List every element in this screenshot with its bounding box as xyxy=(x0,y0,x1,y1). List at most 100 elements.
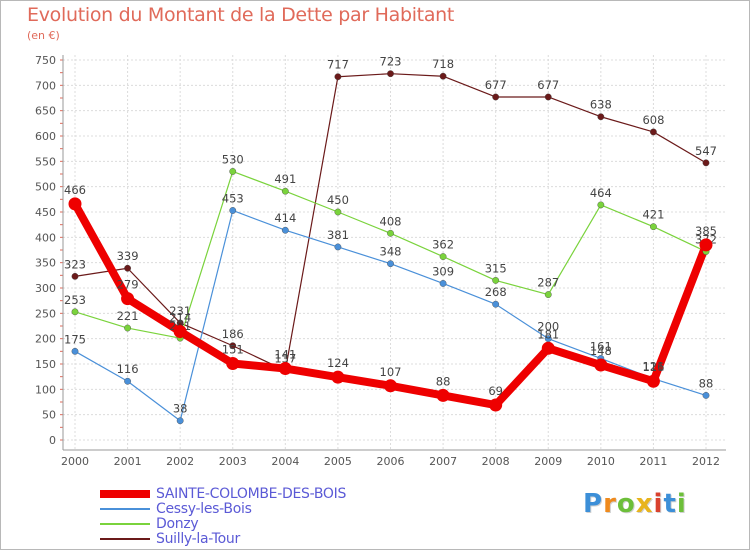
legend-item-suilly-la-tour: Suilly-la-Tour xyxy=(100,530,346,547)
data-point-sainte-colombe-des-bois xyxy=(121,292,135,306)
logo-letter: i xyxy=(676,489,687,519)
x-tick-label: 2001 xyxy=(114,455,142,468)
chart-legend: SAINTE-COLOMBE-DES-BOIS Cessy-les-Bois Don… xyxy=(100,485,347,547)
data-point-donzy xyxy=(229,168,237,175)
legend-swatch xyxy=(100,537,150,540)
data-label-sainte-colombe-des-bois: 214 xyxy=(169,311,191,325)
data-point-donzy xyxy=(334,208,342,216)
data-label-donzy: 221 xyxy=(117,309,139,323)
data-point-donzy xyxy=(492,276,500,284)
data-point-cessy-les-bois xyxy=(334,243,342,251)
data-point-donzy xyxy=(124,324,131,332)
data-label-cessy-les-bois: 453 xyxy=(222,191,244,205)
data-label-suilly-la-tour: 608 xyxy=(642,113,664,127)
data-label-sainte-colombe-des-bois: 279 xyxy=(117,278,139,292)
data-label-cessy-les-bois: 121 xyxy=(642,360,664,374)
data-label-suilly-la-tour: 638 xyxy=(590,98,612,112)
logo-letter: t xyxy=(663,489,677,519)
legend-label: Cessy-les-Bois xyxy=(156,500,252,517)
data-point-suilly-la-tour xyxy=(387,70,394,78)
data-point-sainte-colombe-des-bois xyxy=(699,238,713,252)
data-label-suilly-la-tour: 339 xyxy=(117,249,139,263)
y-tick-label: 550 xyxy=(35,155,56,168)
data-label-donzy: 253 xyxy=(64,293,86,307)
data-point-cessy-les-bois xyxy=(281,226,289,234)
y-tick-label: 450 xyxy=(35,206,56,219)
data-point-sainte-colombe-des-bois xyxy=(594,358,608,372)
data-point-donzy xyxy=(544,291,552,298)
y-tick-label: 50 xyxy=(42,409,56,422)
data-point-suilly-la-tour xyxy=(650,128,657,136)
data-point-sainte-colombe-des-bois xyxy=(384,379,397,393)
data-label-donzy: 362 xyxy=(432,238,454,252)
y-tick-label: 0 xyxy=(49,434,56,447)
data-point-cessy-les-bois xyxy=(439,280,447,287)
legend-item-sainte-colombe-des-bois: SAINTE-COLOMBE-DES-BOIS xyxy=(100,485,347,502)
logo-letter: i xyxy=(653,489,664,519)
data-label-suilly-la-tour: 186 xyxy=(222,327,244,341)
data-label-donzy: 421 xyxy=(642,208,664,222)
logo-letter: P xyxy=(583,489,604,519)
data-point-donzy xyxy=(281,187,289,195)
data-point-sainte-colombe-des-bois xyxy=(436,388,450,402)
data-label-cessy-les-bois: 161 xyxy=(590,339,612,353)
data-label-suilly-la-tour: 323 xyxy=(64,257,86,271)
data-label-suilly-la-tour: 718 xyxy=(432,57,454,71)
legend-label: Donzy xyxy=(156,515,199,532)
data-point-sainte-colombe-des-bois xyxy=(331,370,345,384)
legend-swatch xyxy=(100,507,150,510)
data-point-cessy-les-bois xyxy=(229,207,237,214)
data-label-suilly-la-tour: 677 xyxy=(537,78,559,92)
data-point-sainte-colombe-des-bois xyxy=(541,341,555,355)
legend-label: SAINTE-COLOMBE-DES-BOIS xyxy=(156,485,347,502)
data-point-sainte-colombe-des-bois xyxy=(173,325,187,339)
chart-title: Evolution du Montant de la Dette par Hab… xyxy=(27,4,455,26)
data-label-suilly-la-tour: 723 xyxy=(380,55,402,69)
legend-swatch xyxy=(100,522,150,525)
data-label-donzy: 287 xyxy=(537,276,559,290)
data-point-cessy-les-bois xyxy=(124,377,131,385)
data-point-donzy xyxy=(439,253,447,260)
data-point-suilly-la-tour xyxy=(71,272,79,280)
x-tick-label: 2009 xyxy=(534,455,562,468)
data-label-donzy: 408 xyxy=(380,214,402,228)
data-label-cessy-les-bois: 414 xyxy=(274,211,296,225)
y-tick-label: 750 xyxy=(35,54,56,67)
logo-letter: x xyxy=(635,489,654,519)
data-label-suilly-la-tour: 717 xyxy=(327,58,349,72)
data-label-donzy: 315 xyxy=(485,261,507,275)
y-tick-label: 500 xyxy=(35,181,56,194)
y-tick-label: 350 xyxy=(35,257,56,270)
data-point-cessy-les-bois xyxy=(71,347,79,355)
legend-label: Suilly-la-Tour xyxy=(156,530,240,547)
data-point-suilly-la-tour xyxy=(544,93,552,101)
y-tick-label: 400 xyxy=(35,231,56,244)
data-point-sainte-colombe-des-bois xyxy=(68,197,82,211)
data-point-cessy-les-bois xyxy=(702,392,710,399)
x-tick-label: 2010 xyxy=(587,455,615,468)
y-tick-label: 150 xyxy=(35,358,56,371)
data-label-cessy-les-bois: 381 xyxy=(327,228,349,242)
data-label-cessy-les-bois: 309 xyxy=(432,264,454,278)
data-label-sainte-colombe-des-bois: 124 xyxy=(327,356,349,370)
data-point-cessy-les-bois xyxy=(492,300,500,308)
data-point-donzy xyxy=(71,308,79,316)
data-point-cessy-les-bois xyxy=(387,260,394,268)
data-label-donzy: 450 xyxy=(327,193,349,207)
x-tick-label: 2002 xyxy=(166,455,194,468)
data-point-sainte-colombe-des-bois xyxy=(278,362,292,376)
data-point-donzy xyxy=(597,201,605,209)
data-label-donzy: 530 xyxy=(222,152,244,166)
data-label-sainte-colombe-des-bois: 466 xyxy=(64,183,86,197)
data-label-donzy: 491 xyxy=(274,172,296,186)
legend-item-donzy: Donzy xyxy=(100,515,346,532)
data-label-sainte-colombe-des-bois: 385 xyxy=(695,224,717,238)
data-label-suilly-la-tour: 677 xyxy=(485,78,507,92)
data-label-cessy-les-bois: 348 xyxy=(380,245,402,259)
data-point-donzy xyxy=(387,229,394,237)
data-point-suilly-la-tour xyxy=(229,342,237,350)
data-label-cessy-les-bois: 175 xyxy=(64,332,86,346)
data-point-suilly-la-tour xyxy=(597,113,605,121)
data-point-suilly-la-tour xyxy=(334,73,342,81)
